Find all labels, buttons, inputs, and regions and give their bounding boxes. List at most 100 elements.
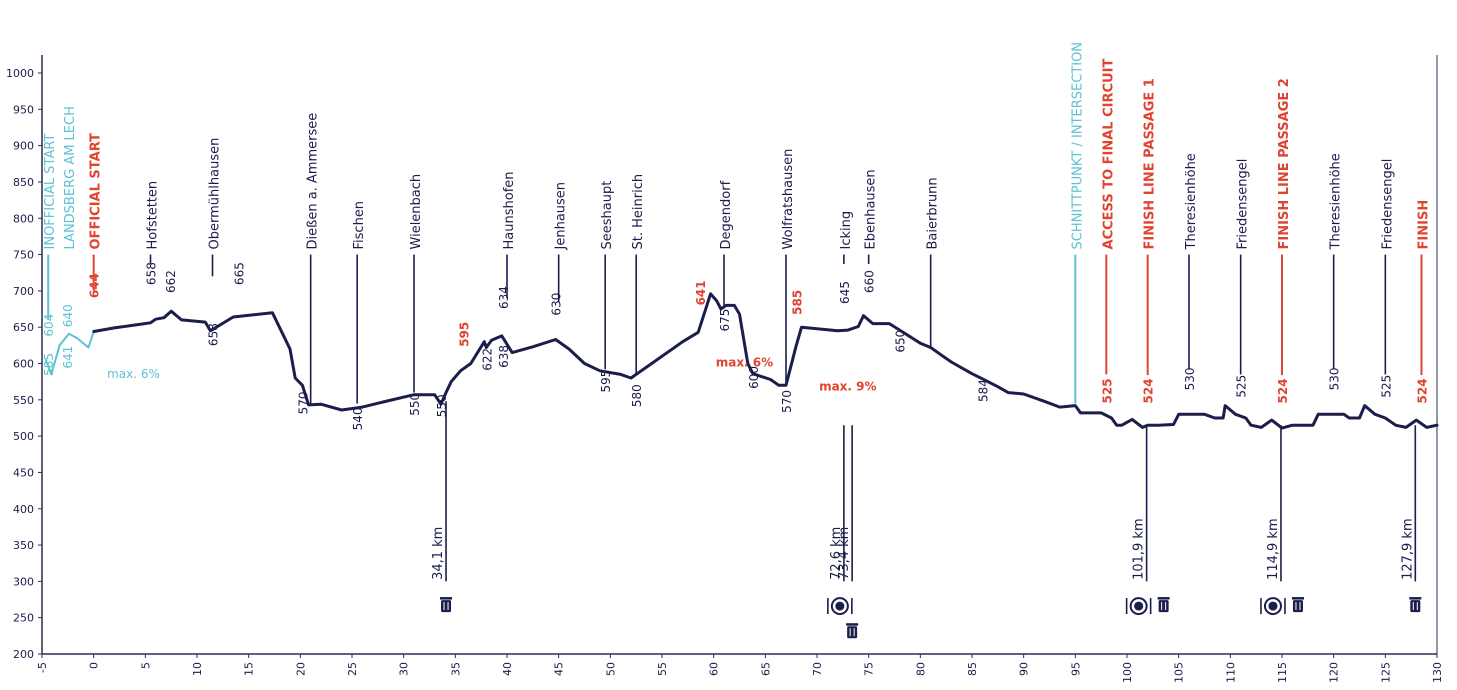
place-name: Friedensengel — [1380, 159, 1395, 250]
place-name: INOFFICIAL START — [43, 134, 58, 250]
elevation-label: 600 — [747, 366, 761, 389]
place-name: Degendorf — [719, 180, 734, 249]
y-tick-label: 250 — [13, 612, 34, 625]
y-tick-label: 600 — [13, 358, 34, 371]
elevation-label: 604 — [42, 314, 56, 337]
x-tick-label: 50 — [604, 662, 617, 676]
bin-body — [847, 626, 858, 639]
feed-zone-km-label: 34,1 km — [431, 527, 446, 580]
waste-bin-icon — [1157, 597, 1170, 613]
x-tick-label: 55 — [656, 662, 669, 676]
y-tick-label: 500 — [13, 430, 34, 443]
elevation-label: 658 — [207, 323, 221, 346]
elevation-label: 525 — [1379, 375, 1393, 398]
y-tick-label: 850 — [13, 176, 34, 189]
elevation-label: 640 — [61, 304, 75, 327]
place-name: OFFICIAL START — [89, 133, 104, 250]
y-tick-label: 650 — [13, 321, 34, 334]
y-tick-label: 300 — [13, 575, 34, 588]
feed-zone-km-label: 72,6 km — [829, 527, 844, 580]
y-tick-label: 950 — [13, 103, 34, 116]
x-tick-label: 75 — [863, 662, 876, 676]
elevation-label: 524 — [1142, 378, 1156, 403]
x-tick-label: 95 — [1069, 662, 1082, 676]
bin-body — [1292, 600, 1303, 613]
plate-center — [835, 601, 845, 611]
place-name: FINISH LINE PASSAGE 2 — [1277, 78, 1292, 249]
place-name: Dießen a. Ammersee — [306, 113, 321, 250]
x-tick-label: 105 — [1173, 662, 1186, 683]
place-name: Haunshofen — [502, 171, 517, 249]
plate-rim — [1129, 597, 1148, 616]
plate-rim — [1263, 597, 1282, 616]
x-tick-label: 35 — [449, 662, 462, 676]
place-name: FINISH — [1417, 200, 1432, 250]
elevation-label: 584 — [976, 379, 990, 402]
place-name: Theresienhöhe — [1184, 153, 1199, 250]
plate-center — [1268, 601, 1278, 611]
elevation-label: 550 — [408, 393, 422, 416]
x-tick-label: 90 — [1018, 662, 1031, 676]
x-tick-label: 80 — [914, 662, 927, 676]
x-tick-label: 125 — [1379, 662, 1392, 683]
place-name: Wielenbach — [409, 174, 424, 250]
elevation-label: 645 — [838, 281, 852, 304]
elevation-label: 595 — [599, 370, 613, 393]
x-tick-label: 10 — [191, 662, 204, 676]
food-plate-icon — [1260, 597, 1286, 616]
bin-lid — [1291, 597, 1304, 600]
x-tick-label: 0 — [88, 662, 101, 669]
x-tick-label: 25 — [346, 662, 359, 676]
x-tick-label: 100 — [1121, 662, 1134, 683]
elevation-label: 525 — [1100, 378, 1114, 403]
elevation-label: 622 — [480, 348, 494, 371]
place-name: FINISH LINE PASSAGE 1 — [1143, 78, 1158, 249]
place-name: Seeshaupt — [600, 181, 615, 250]
place-name: Ebenhausen — [864, 169, 879, 249]
elevation-label: 570 — [780, 390, 794, 413]
elevation-label: 641 — [694, 280, 708, 305]
y-tick-label: 900 — [13, 140, 34, 153]
food-plate-icon — [827, 597, 853, 616]
waste-bin-icon — [846, 623, 859, 639]
elevation-label: 540 — [351, 407, 365, 430]
waste-bin-icon — [440, 597, 453, 613]
elevation-label: 644 — [88, 273, 102, 298]
y-tick-label: 200 — [13, 648, 34, 661]
gradient-annotation: max. 6% — [107, 367, 160, 381]
bin-lid — [1409, 597, 1422, 600]
elevation-label: 550 — [435, 394, 449, 417]
plate-center — [1134, 601, 1144, 611]
elevation-label: 530 — [1328, 367, 1342, 390]
waste-bin-icon — [1409, 597, 1422, 613]
y-tick-label: 450 — [13, 466, 34, 479]
x-tick-label: 40 — [501, 662, 514, 676]
place-name: ACCESS TO FINAL CIRCUIT — [1101, 59, 1116, 250]
y-tick-label: 550 — [13, 394, 34, 407]
place-name: Friedensengel — [1236, 159, 1251, 250]
x-tick-label: 130 — [1431, 662, 1444, 683]
elevation-label: 530 — [1183, 367, 1197, 390]
elevation-label: 524 — [1276, 378, 1290, 403]
elevation-label: 650 — [894, 330, 908, 353]
x-tick-label: 45 — [553, 662, 566, 676]
x-tick-label: 120 — [1328, 662, 1341, 683]
y-tick-label: 700 — [13, 285, 34, 298]
y-tick-label: 1000 — [6, 67, 34, 80]
elevation-label: 585 — [790, 290, 804, 315]
elevation-label: 630 — [550, 293, 564, 316]
unofficial-start-profile-line — [45, 330, 95, 376]
x-tick-label: 85 — [966, 662, 979, 676]
place-name: SCHNITTPUNKT / INTERSECTION — [1070, 42, 1085, 250]
x-tick-label: 110 — [1224, 662, 1237, 683]
x-tick-label: 30 — [398, 662, 411, 676]
gradient-annotation: max. 9% — [819, 379, 876, 393]
feed-zone-km-label: 114,9 km — [1266, 518, 1281, 580]
elevation-label: 525 — [1235, 375, 1249, 398]
bin-lid — [1157, 597, 1170, 600]
elevation-profile-line — [92, 292, 1439, 430]
place-name: Jenhausen — [554, 182, 569, 251]
x-tick-label: 5 — [139, 662, 152, 669]
elevation-label: 665 — [232, 262, 246, 285]
